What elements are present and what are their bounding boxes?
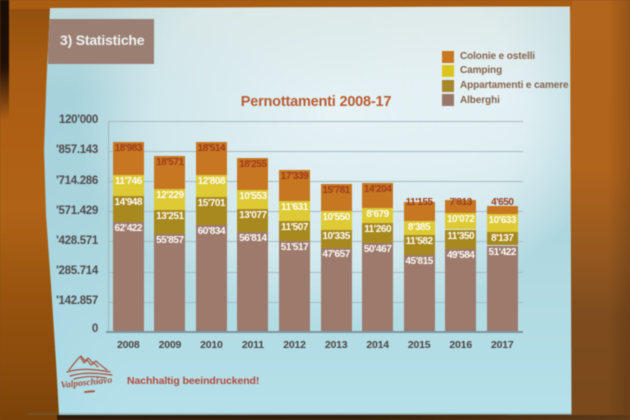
- svg-text:Valposchiavo: Valposchiavo: [60, 376, 113, 391]
